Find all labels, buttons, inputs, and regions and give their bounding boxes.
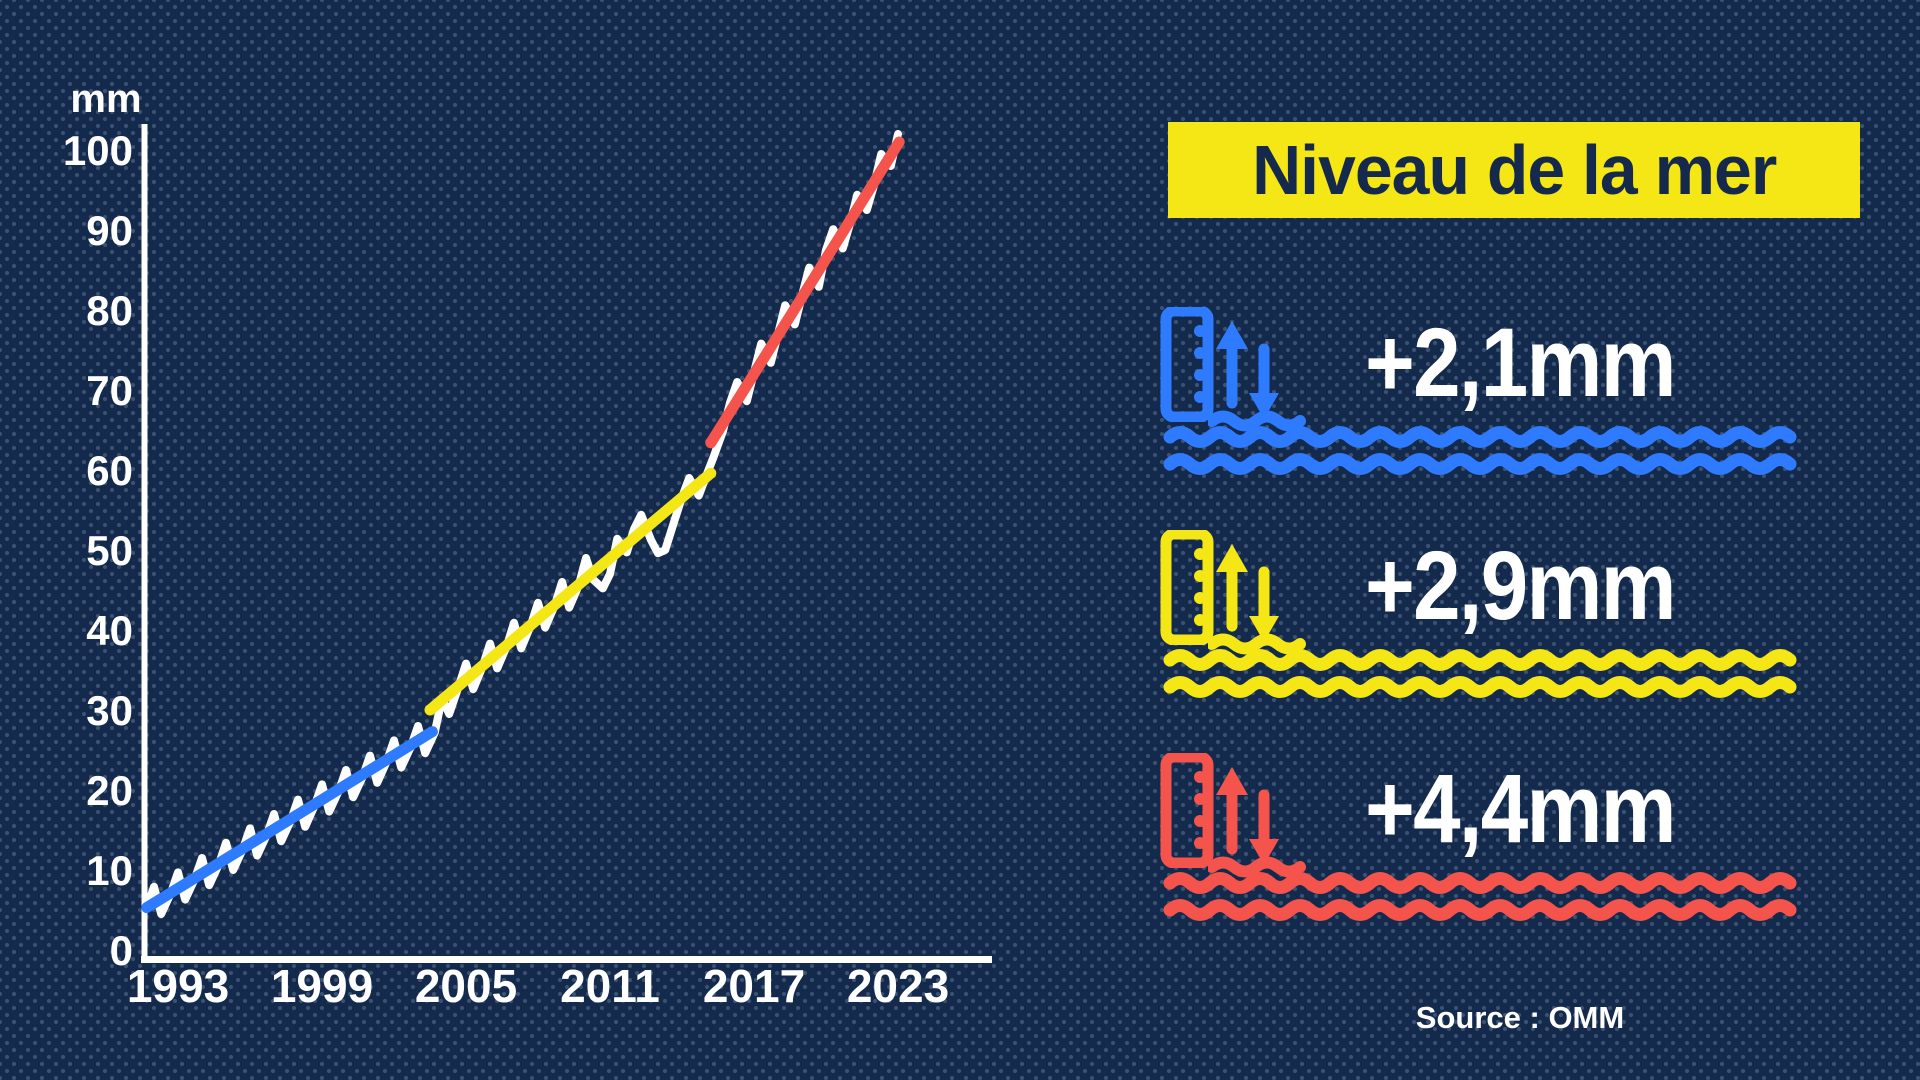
trend-line: [705, 136, 905, 449]
rate-value-yellow: +2,9mm: [1365, 531, 1677, 640]
up-down-arrows-icon: [1216, 544, 1279, 642]
y-tick-label: 90: [86, 207, 133, 254]
rate-row-blue: +2,1mm: [1160, 307, 1865, 537]
ruler-and-arrows-icon: [1160, 530, 1279, 645]
sea-waves-yellow: [1163, 649, 1797, 698]
up-down-arrows-icon: [1216, 767, 1279, 865]
chart-title: Niveau de la mer: [1251, 131, 1777, 209]
x-tick-label: 1993: [127, 960, 229, 1012]
y-tick-label: 80: [86, 287, 133, 334]
wave-icon: [1208, 410, 1306, 432]
x-tick-label: 2023: [847, 960, 949, 1012]
ruler-icon: [1160, 307, 1214, 422]
up-down-arrows-icon: [1216, 321, 1279, 419]
sea-level-series-line: [142, 130, 902, 918]
trend-line: [424, 467, 717, 716]
rate-value-blue: +2,1mm: [1365, 308, 1677, 417]
y-tick-label: 0: [110, 927, 133, 974]
x-tick-label: 2005: [415, 960, 517, 1012]
wave-icon: [1208, 633, 1306, 655]
x-tick-label: 1999: [271, 960, 373, 1012]
chart-title-banner: Niveau de la mer: [1168, 122, 1860, 218]
ruler-and-arrows-icon: [1160, 753, 1279, 868]
rate-value-red: +4,4mm: [1365, 754, 1677, 863]
y-tick-label: 20: [86, 767, 133, 814]
wave-icon: [1208, 856, 1306, 878]
sea-waves-red: [1163, 872, 1797, 921]
rate-row-red: +4,4mm: [1160, 753, 1865, 983]
ruler-and-arrows-icon: [1160, 307, 1279, 422]
sea-waves-blue: [1163, 426, 1797, 475]
ruler-icon: [1160, 753, 1214, 868]
y-tick-label: 70: [86, 367, 133, 414]
y-tick-label: 100: [63, 127, 133, 174]
y-axis-unit-label: mm: [70, 77, 141, 121]
y-tick-label: 30: [86, 687, 133, 734]
source-label: Source : OMM: [1415, 1000, 1625, 1035]
y-tick-label: 50: [86, 527, 133, 574]
rate-row-yellow: +2,9mm: [1160, 530, 1865, 760]
y-tick-label: 10: [86, 847, 133, 894]
x-tick-label: 2011: [560, 960, 660, 1012]
y-tick-label: 40: [86, 607, 133, 654]
trend-line: [141, 726, 438, 914]
x-tick-label: 2017: [703, 960, 805, 1012]
y-tick-label: 60: [86, 447, 133, 494]
ruler-icon: [1160, 530, 1214, 645]
